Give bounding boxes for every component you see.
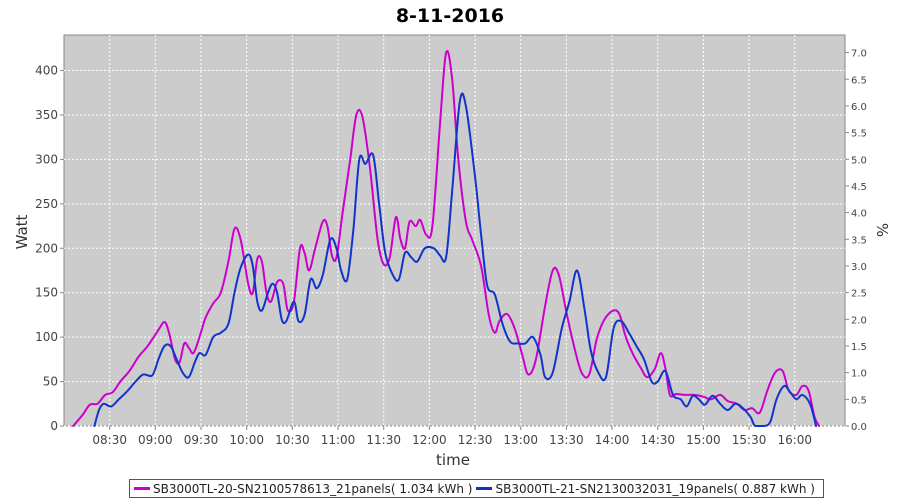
- x-axis-label: time: [436, 451, 470, 469]
- y2-axis-label: %: [873, 223, 891, 237]
- x-tick-label: 13:30: [549, 433, 584, 447]
- legend: SB3000TL-20-SN2100578613_21panels( 1.034…: [129, 479, 824, 498]
- x-tick-label: 11:00: [321, 433, 356, 447]
- y-tick-label: 200: [35, 241, 58, 255]
- legend-label-series1: SB3000TL-20-SN2100578613_21panels( 1.034…: [153, 481, 473, 496]
- legend-swatch-series1: [134, 487, 150, 490]
- y2-tick-label: 6.5: [851, 75, 867, 86]
- legend-item-series1: SB3000TL-20-SN2100578613_21panels( 1.034…: [134, 482, 472, 496]
- legend-item-series2: SB3000TL-21-SN2130032031_19panels( 0.887…: [476, 481, 815, 496]
- x-tick-label: 15:00: [686, 433, 721, 447]
- x-tick-label: 12:30: [458, 433, 493, 447]
- legend-swatch-series2: [476, 487, 493, 490]
- y2-tick-label: 2.0: [851, 315, 867, 326]
- x-tick-label: 15:30: [732, 433, 767, 447]
- x-tick-label: 09:00: [138, 433, 173, 447]
- y2-tick-label: 3.0: [851, 262, 867, 273]
- axes: 0 50 100 150 200 250 300 350 400 08:30 09:00 09:30 1…: [35, 49, 867, 447]
- y2-tick-label: 1.5: [851, 342, 867, 353]
- y2-tick-label: 1.0: [851, 369, 867, 380]
- x-tick-label: 14:30: [640, 433, 675, 447]
- y2-tick-label: 5.5: [851, 129, 867, 140]
- y2-tick-label: 5.0: [851, 155, 867, 166]
- series-layer: [72, 50, 821, 427]
- y-tick-label: 350: [35, 108, 58, 122]
- y2-tick-label: 4.0: [851, 209, 867, 220]
- x-tick-label: 11:30: [366, 433, 401, 447]
- x-tick-label: 08:30: [92, 433, 127, 447]
- series-line-2: [93, 92, 818, 427]
- x-tick-label: 14:00: [595, 433, 630, 447]
- y-tick-label: 100: [35, 330, 58, 344]
- y-axis-label: Watt: [13, 214, 31, 249]
- x-tick-label: 10:00: [229, 433, 264, 447]
- y2-tick-label: 6.0: [851, 102, 867, 113]
- y-tick-label: 150: [35, 286, 58, 300]
- y2-tick-label: 0.5: [851, 395, 867, 406]
- x-tick-label: 16:00: [777, 433, 812, 447]
- y-tick-label: 400: [35, 64, 58, 78]
- y2-tick-label: 4.5: [851, 182, 867, 193]
- y-tick-label: 50: [43, 375, 58, 389]
- chart-title: 8-11-2016: [396, 5, 504, 27]
- x-tick-label: 12:00: [412, 433, 447, 447]
- x-tick-label: 13:00: [503, 433, 538, 447]
- y-tick-label: 0: [50, 419, 58, 433]
- y2-tick-label: 7.0: [851, 49, 867, 60]
- y-tick-label: 250: [35, 197, 58, 211]
- legend-label-series2: SB3000TL-21-SN2130032031_19panels( 0.887…: [495, 481, 815, 496]
- y2-tick-label: 0.0: [851, 422, 867, 433]
- x-tick-label: 09:30: [184, 433, 219, 447]
- x-tick-label: 10:30: [275, 433, 310, 447]
- series-line-1: [72, 50, 821, 427]
- y2-tick-label: 2.5: [851, 289, 867, 300]
- y2-tick-label: 3.5: [851, 235, 867, 246]
- y-tick-label: 300: [35, 152, 58, 166]
- plot-area: [63, 34, 846, 427]
